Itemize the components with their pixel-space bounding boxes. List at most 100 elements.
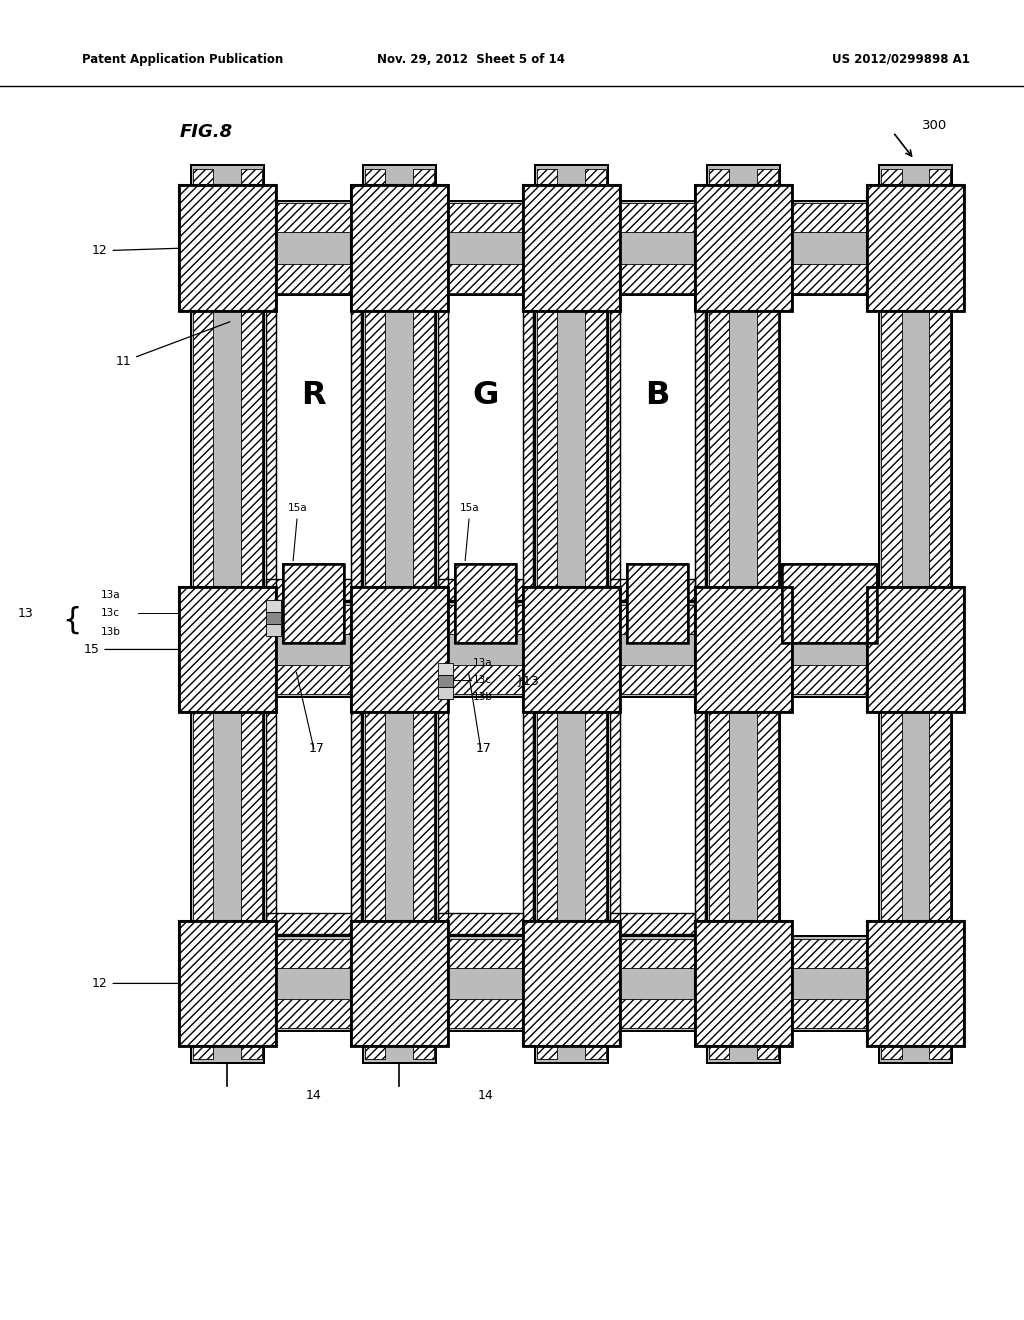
Bar bbox=[182, 936, 961, 1031]
Bar bbox=[182, 602, 961, 697]
Bar bbox=[437, 297, 447, 601]
Bar bbox=[283, 564, 344, 643]
Bar bbox=[455, 564, 516, 643]
Bar bbox=[694, 920, 793, 1047]
Bar bbox=[781, 564, 878, 643]
Bar bbox=[522, 185, 621, 312]
Bar bbox=[437, 698, 447, 935]
Bar bbox=[186, 999, 956, 1028]
Bar bbox=[694, 920, 793, 1047]
Bar bbox=[437, 663, 453, 675]
Bar bbox=[609, 579, 695, 601]
Text: 13c: 13c bbox=[100, 609, 120, 618]
Bar bbox=[695, 297, 706, 601]
Text: 13a: 13a bbox=[473, 659, 493, 668]
Bar bbox=[695, 297, 706, 601]
Text: 300: 300 bbox=[922, 119, 947, 132]
Bar bbox=[879, 165, 952, 1063]
Text: 17: 17 bbox=[475, 742, 492, 755]
Bar bbox=[265, 913, 351, 935]
Bar bbox=[186, 605, 956, 634]
Bar bbox=[283, 564, 344, 643]
Bar bbox=[362, 165, 436, 1063]
Text: B: B bbox=[645, 380, 670, 412]
Bar bbox=[609, 698, 620, 935]
Bar bbox=[350, 185, 449, 312]
Text: Nov. 29, 2012  Sheet 5 of 14: Nov. 29, 2012 Sheet 5 of 14 bbox=[377, 53, 565, 66]
Bar bbox=[586, 169, 606, 1059]
Bar bbox=[437, 579, 523, 601]
Bar bbox=[609, 297, 706, 601]
Text: R: R bbox=[301, 380, 326, 412]
Bar bbox=[362, 165, 436, 1063]
Bar bbox=[265, 698, 275, 935]
Text: {: { bbox=[62, 606, 81, 635]
Bar bbox=[350, 586, 449, 713]
Bar bbox=[609, 913, 695, 935]
Text: 12: 12 bbox=[92, 244, 179, 257]
Bar bbox=[609, 913, 695, 935]
Bar bbox=[781, 297, 878, 601]
Text: G: G bbox=[472, 380, 499, 412]
Bar bbox=[351, 698, 361, 935]
Bar bbox=[186, 203, 956, 232]
Bar bbox=[535, 165, 608, 1063]
Bar bbox=[351, 698, 361, 935]
Bar bbox=[866, 920, 965, 1047]
Bar bbox=[455, 564, 516, 643]
Bar bbox=[758, 169, 778, 1059]
Bar bbox=[350, 185, 449, 312]
Bar bbox=[182, 201, 961, 296]
Text: Patent Application Publication: Patent Application Publication bbox=[82, 53, 284, 66]
Bar bbox=[609, 297, 620, 601]
Text: 14: 14 bbox=[305, 1089, 322, 1102]
Bar bbox=[190, 165, 264, 1063]
Bar bbox=[609, 297, 620, 601]
Text: 15a: 15a bbox=[460, 503, 480, 561]
Text: 17: 17 bbox=[308, 742, 325, 755]
Bar bbox=[178, 586, 276, 713]
Bar bbox=[193, 169, 213, 1059]
Bar bbox=[265, 624, 281, 636]
Bar bbox=[695, 698, 706, 935]
Bar bbox=[866, 920, 965, 1047]
Text: US 2012/0299898 A1: US 2012/0299898 A1 bbox=[833, 53, 970, 66]
Text: 15: 15 bbox=[83, 643, 179, 656]
Bar bbox=[178, 920, 276, 1047]
Bar bbox=[190, 165, 264, 1063]
Bar bbox=[437, 297, 534, 601]
Bar bbox=[535, 165, 608, 1063]
Bar bbox=[930, 169, 950, 1059]
Bar bbox=[609, 698, 620, 935]
Text: }13: }13 bbox=[516, 673, 540, 686]
Bar bbox=[694, 185, 793, 312]
Bar bbox=[437, 913, 523, 935]
Bar bbox=[178, 586, 276, 713]
Bar bbox=[627, 564, 688, 643]
Bar bbox=[694, 586, 793, 713]
Bar bbox=[522, 586, 621, 713]
Bar bbox=[265, 612, 281, 624]
Bar bbox=[351, 297, 361, 601]
Bar bbox=[365, 169, 385, 1059]
Text: 14: 14 bbox=[477, 1089, 494, 1102]
Bar bbox=[265, 297, 361, 601]
Bar bbox=[265, 698, 275, 935]
Bar bbox=[437, 913, 523, 935]
Bar bbox=[866, 185, 965, 312]
Bar bbox=[265, 698, 361, 935]
Bar bbox=[265, 297, 275, 601]
Bar bbox=[265, 913, 351, 935]
Bar bbox=[781, 698, 878, 935]
Bar bbox=[414, 169, 434, 1059]
Bar bbox=[182, 936, 961, 1031]
Bar bbox=[242, 169, 262, 1059]
Text: 13c: 13c bbox=[473, 676, 492, 685]
Bar bbox=[437, 297, 447, 601]
Bar bbox=[707, 165, 780, 1063]
Bar bbox=[866, 586, 965, 713]
Bar bbox=[523, 297, 534, 601]
Bar bbox=[265, 297, 275, 601]
Bar bbox=[186, 939, 956, 968]
Bar bbox=[537, 169, 557, 1059]
